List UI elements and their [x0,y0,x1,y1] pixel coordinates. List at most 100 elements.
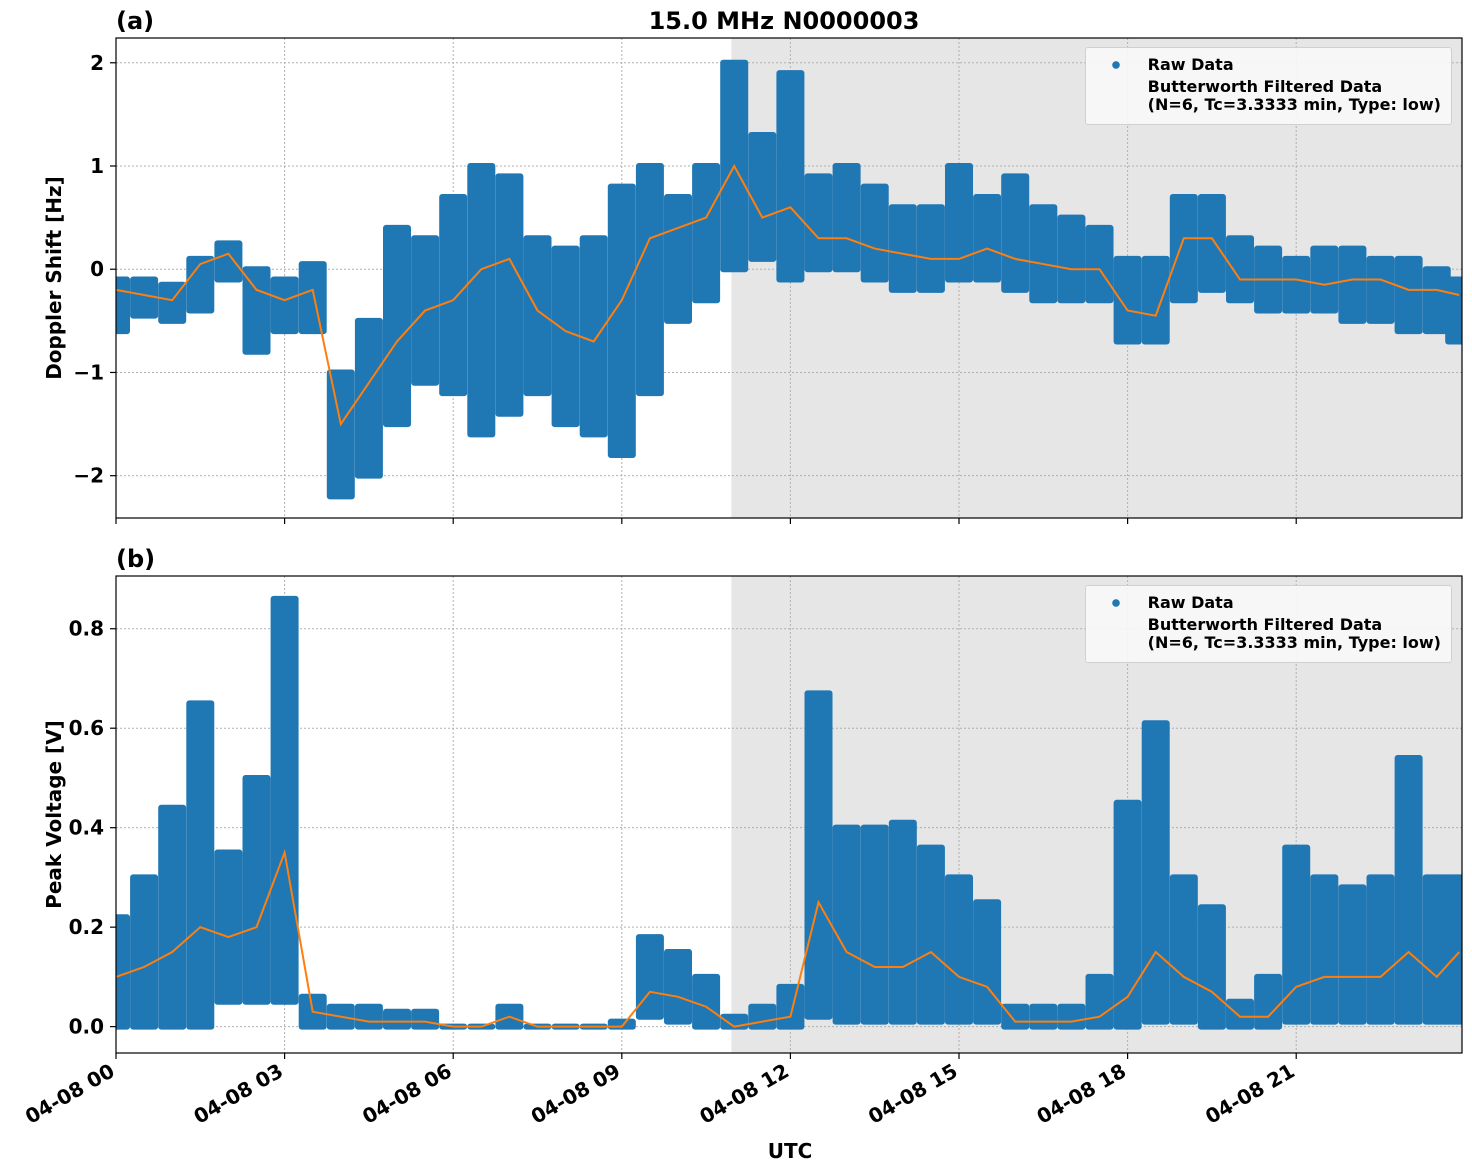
raw-data-range [186,255,215,314]
raw-data-range [748,132,777,262]
plot-area [116,595,1462,1030]
legend: Raw Data Butterworth Filtered Data (N=6, … [1084,47,1452,125]
raw-data-range [242,774,271,1005]
filtered-line [116,848,1460,1028]
raw-data-range [551,245,580,428]
raw-data-range [270,595,299,1005]
raw-data-range [1197,904,1226,1030]
raw-data-range [1141,255,1170,345]
legend-entry: Butterworth Filtered Data (N=6, Tc=3.333… [1095,77,1441,114]
raw-data-range [1057,214,1086,304]
axes-frame [115,575,1463,1054]
raw-data-range [130,874,159,1030]
x-tick-label: 04-08 21 [1201,1059,1299,1129]
raw-data-range [916,844,945,1025]
legend-label: Butterworth Filtered Data (N=6, Tc=3.333… [1147,77,1441,114]
raw-data-range [860,183,889,283]
raw-data-range [186,700,215,1030]
raw-data-range [354,1003,383,1030]
y-tick-label: 0.8 [69,617,104,641]
plot-area [116,59,1462,500]
raw-data-range [354,317,383,479]
raw-data-range [607,183,636,459]
raw-data-range [692,973,721,1030]
y-tick-label: 0.0 [69,1015,104,1039]
raw-data-range [1310,245,1339,314]
y-tick-label: −1 [73,360,104,384]
y-axis-label: Doppler Shift [Hz] [42,176,66,380]
raw-data-range [1254,973,1283,1030]
raw-data-range [664,193,693,324]
raw-data-range [776,983,805,1030]
y-tick-label: 0.4 [69,816,104,840]
x-tick-label: 04-08 09 [527,1059,625,1129]
raw-data-range [298,261,327,335]
raw-data-range [1422,266,1451,335]
raw-data-range [776,70,805,283]
raw-data-range [1394,255,1423,335]
raw-data-range [1085,973,1114,1030]
raw-data-range [945,874,974,1025]
legend-label: Butterworth Filtered Data (N=6, Tc=3.333… [1147,615,1441,652]
raw-data-range [635,163,664,397]
x-tick-label: 04-08 18 [1033,1059,1131,1129]
raw-data-range [411,1008,440,1030]
x-tick-label: 04-08 03 [190,1059,288,1129]
raw-data-range [1445,276,1462,345]
filtered-line [116,163,1460,427]
raw-data-range [804,690,833,1020]
raw-data-range [130,276,159,319]
raw-data-range [664,949,693,1025]
raw-data-range [579,235,608,438]
raw-data-range [1394,755,1423,1025]
x-tick-label: 04-08 15 [864,1059,962,1129]
raw-data-range [1338,245,1367,324]
axes-frame [115,37,1463,519]
raw-data-range [1366,255,1395,324]
raw-data-range [1338,884,1367,1025]
raw-data-range [523,235,552,397]
raw-data-range [1141,720,1170,1025]
legend: Raw Data Butterworth Filtered Data (N=6, … [1084,585,1452,663]
raw-data-range [1057,1003,1086,1030]
raw-data-range [860,824,889,1025]
legend-label: Raw Data [1147,593,1234,612]
raw-data-range [1226,998,1255,1030]
raw-data-range [973,899,1002,1025]
raw-data-range [495,173,524,417]
raw-data-range [1113,255,1142,345]
raw-data-range [748,1003,777,1030]
x-tick-label: 04-08 06 [358,1059,456,1129]
raw-data-range [439,193,468,397]
legend-entry: Raw Data [1095,55,1441,74]
legend-entry: Butterworth Filtered Data (N=6, Tc=3.333… [1095,615,1441,652]
raw-data-range [692,163,721,304]
legend-entry: Raw Data [1095,593,1441,612]
raw-data-range [383,224,412,428]
raw-data-range [1029,204,1058,304]
raw-data-range [158,804,187,1030]
y-tick-label: 0.6 [69,716,104,740]
raw-data-range [1226,235,1255,304]
raw-data-range [973,193,1002,283]
raw-data-range [1310,874,1339,1025]
y-axis-label: Peak Voltage [V] [42,720,66,909]
raw-data-range [916,204,945,293]
legend-key [1095,78,1136,96]
raw-data-range [326,369,355,500]
chart-title: 15.0 MHz N0000003 [649,7,920,35]
y-tick-label: 0 [90,257,104,281]
y-tick-label: −2 [73,464,104,488]
y-tick-label: 2 [90,51,104,75]
raw-data-range [607,1018,636,1030]
raw-data-range [1445,874,1462,1025]
legend-key [1095,56,1136,74]
legend-label: Raw Data [1147,55,1234,74]
x-tick-label: 04-08 12 [695,1059,793,1129]
x-tick-label: 04-08 00 [21,1059,119,1129]
raw-data-range [804,173,833,273]
legend-key [1095,594,1136,612]
legend-key [1095,616,1136,634]
raw-data-range [635,934,664,1020]
raw-data-range [1001,1003,1030,1030]
